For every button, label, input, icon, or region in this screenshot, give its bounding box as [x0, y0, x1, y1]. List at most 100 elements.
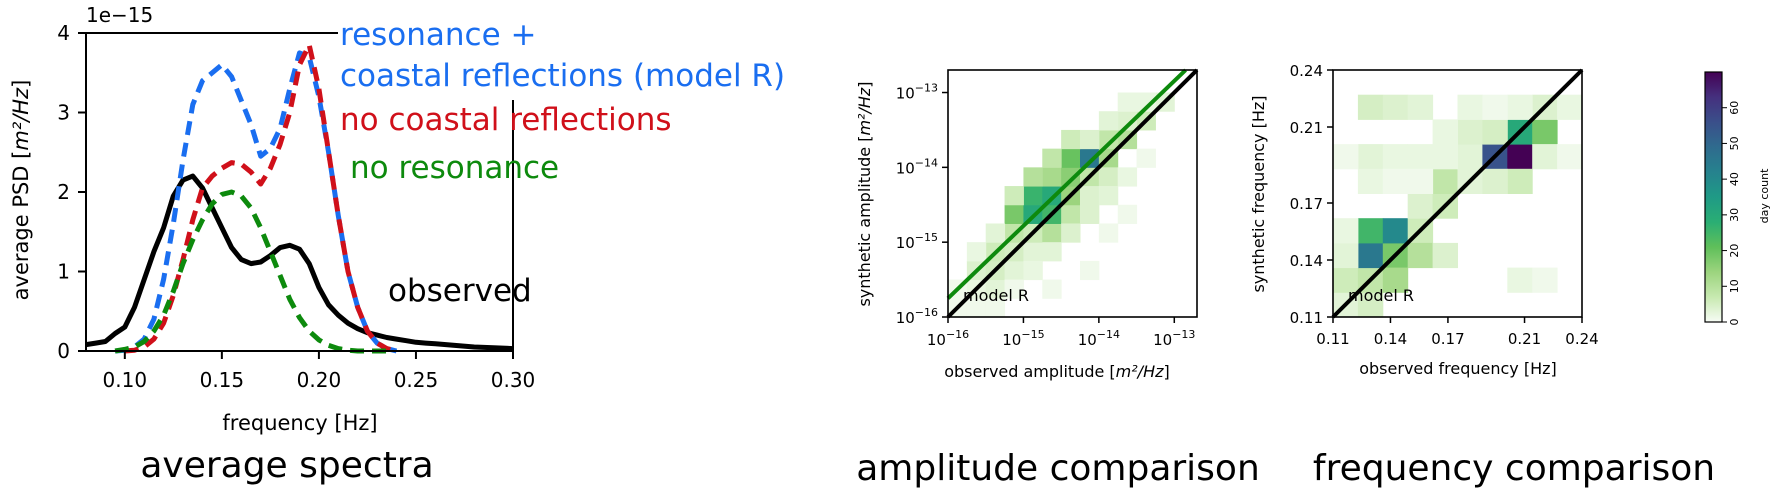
- frequency-cell: [1482, 119, 1508, 145]
- frequency-cell: [1407, 94, 1434, 120]
- amplitude-y-tick-label: 10−16: [896, 306, 938, 327]
- frequency-cell: [1382, 168, 1409, 194]
- frequency-x-tick-label: 0.11: [1316, 330, 1349, 348]
- frequency-cell: [1382, 267, 1409, 293]
- frequency-cell: [1357, 292, 1384, 318]
- frequency-cell: [1407, 168, 1434, 194]
- amplitude-cell: [1061, 204, 1081, 224]
- spectra-line-3: [114, 189, 387, 354]
- amplitude-cell: [1117, 204, 1138, 224]
- amplitude-cell: [1136, 92, 1156, 112]
- amplitude-cell: [1061, 167, 1081, 187]
- amplitude-cell: [1061, 148, 1081, 168]
- amplitude-cell: [1023, 186, 1043, 206]
- colorbar-tick-label: 60: [1728, 101, 1741, 115]
- amplitude-cell: [966, 298, 987, 318]
- spectra-x-tick-label: 0.25: [394, 368, 439, 392]
- tick-exponent: −14: [1097, 328, 1120, 341]
- frequency-cell: [1532, 144, 1558, 170]
- amplitude-cell: [1004, 279, 1024, 299]
- amplitude-cell: [1061, 129, 1081, 150]
- amplitude-cell: [1117, 111, 1138, 131]
- spectra-ylabel: average PSD [m²/Hz]: [9, 80, 33, 301]
- colorbar-ticks: 0 10 20 30 40 50 60: [1722, 101, 1741, 326]
- amplitude-cell: [1080, 260, 1100, 281]
- amplitude-heatmap-cells: [948, 92, 1175, 318]
- tick-exponent: −14: [915, 156, 938, 169]
- frequency-panel: 0.11 0.11 0.14 0.14 0.17 0.17 0.21 0.21 0.24 0.24…: [1249, 62, 1715, 489]
- frequency-x-tick-label: 0.17: [1431, 330, 1464, 348]
- amplitude-cell: [985, 279, 1006, 299]
- colorbar-tick-label: 40: [1728, 172, 1741, 186]
- tick-base: 10: [927, 331, 946, 349]
- frequency-lines: [1331, 68, 1584, 319]
- amplitude-cell: [1098, 223, 1119, 243]
- frequency-x-tick-label: 0.14: [1374, 330, 1407, 348]
- amplitude-cell: [1080, 148, 1100, 168]
- spectra-title: average spectra: [140, 445, 433, 486]
- tick-base: 10: [896, 234, 915, 252]
- amplitude-cell: [1023, 242, 1043, 262]
- legend-no-resonance: no resonance: [350, 150, 559, 186]
- spectra-line-0: [85, 173, 514, 352]
- amplitude-ylabel-prefix: synthetic amplitude [: [855, 136, 874, 307]
- frequency-cell: [1407, 193, 1434, 219]
- amplitude-lines: [946, 68, 1199, 319]
- amplitude-line-1: [946, 68, 1187, 300]
- frequency-cell: [1507, 94, 1533, 120]
- frequency-y-tick-label: 0.24: [1290, 62, 1323, 80]
- amplitude-cell: [1061, 223, 1081, 243]
- frequency-cell: [1432, 242, 1458, 269]
- spectra-y-tick-label: 0: [57, 339, 70, 363]
- amplitude-cell: [1080, 129, 1100, 150]
- colorbar-tick-label: 10: [1728, 279, 1741, 293]
- amplitude-y-tick-label: 10−14: [896, 156, 938, 177]
- tick-base: 10: [1153, 331, 1172, 349]
- colorbar-label: day count: [1758, 168, 1771, 223]
- amplitude-cell: [1042, 148, 1062, 168]
- spectra-axes: 0.10 0.15 0.20 0.25 0.30 0 1 2 3 4: [57, 21, 535, 392]
- amplitude-xlabel-prefix: observed amplitude [: [944, 362, 1115, 381]
- legend-model-r-line2: coastal reflections (model R): [340, 58, 785, 94]
- tick-exponent: −16: [946, 328, 969, 341]
- amplitude-y-tick-label: 10−15: [896, 231, 938, 252]
- spectra-x-tick-label: 0.10: [103, 368, 148, 392]
- amplitude-cell: [1080, 204, 1100, 224]
- amplitude-cell: [985, 298, 1006, 318]
- amplitude-cell: [1042, 242, 1062, 262]
- frequency-cell: [1382, 144, 1409, 170]
- frequency-heatmap-cells: [1333, 94, 1583, 318]
- amplitude-ylabel-suffix: ]: [855, 81, 874, 87]
- tick-exponent: −15: [1021, 328, 1044, 341]
- frequency-axes: 0.11 0.11 0.14 0.14 0.17 0.17 0.21 0.21 0.24 0.24: [1290, 62, 1599, 348]
- spectra-y-tick-label: 4: [57, 21, 70, 45]
- spectra-panel: 0.10 0.15 0.20 0.25 0.30 0 1 2 3 4 1e−15 frequenc…: [9, 3, 785, 486]
- amplitude-x-tick-label: 10−15: [1002, 328, 1044, 349]
- frequency-line-0: [1331, 68, 1584, 319]
- amplitude-ylabel: synthetic amplitude [m²/Hz]: [855, 81, 874, 306]
- frequency-y-tick-label: 0.14: [1290, 252, 1323, 270]
- tick-base: 10: [896, 159, 915, 177]
- spectra-x-tick-label: 0.20: [297, 368, 342, 392]
- frequency-cell: [1432, 168, 1458, 194]
- frequency-cell: [1482, 94, 1508, 120]
- spectra-y-tick-label: 2: [57, 180, 70, 204]
- amplitude-cell: [1004, 204, 1024, 224]
- frequency-cell: [1532, 119, 1558, 145]
- spectra-line-1: [114, 50, 398, 354]
- legend-no-coastal: no coastal reflections: [340, 102, 672, 138]
- amplitude-cell: [1004, 186, 1024, 206]
- amplitude-cell: [1023, 260, 1043, 281]
- frequency-x-tick-label: 0.21: [1508, 330, 1541, 348]
- frequency-xlabel: observed frequency [Hz]: [1359, 359, 1557, 378]
- frequency-cell: [1333, 218, 1359, 244]
- tick-base: 10: [896, 309, 915, 327]
- amplitude-cell: [1098, 129, 1119, 150]
- amplitude-cell: [1117, 92, 1138, 112]
- colorbar-tick-label: 20: [1728, 244, 1741, 258]
- colorbar-fill: [1704, 71, 1723, 323]
- spectra-ylabel-unit: m²/Hz: [9, 87, 33, 151]
- frequency-y-tick-label: 0.21: [1290, 119, 1323, 137]
